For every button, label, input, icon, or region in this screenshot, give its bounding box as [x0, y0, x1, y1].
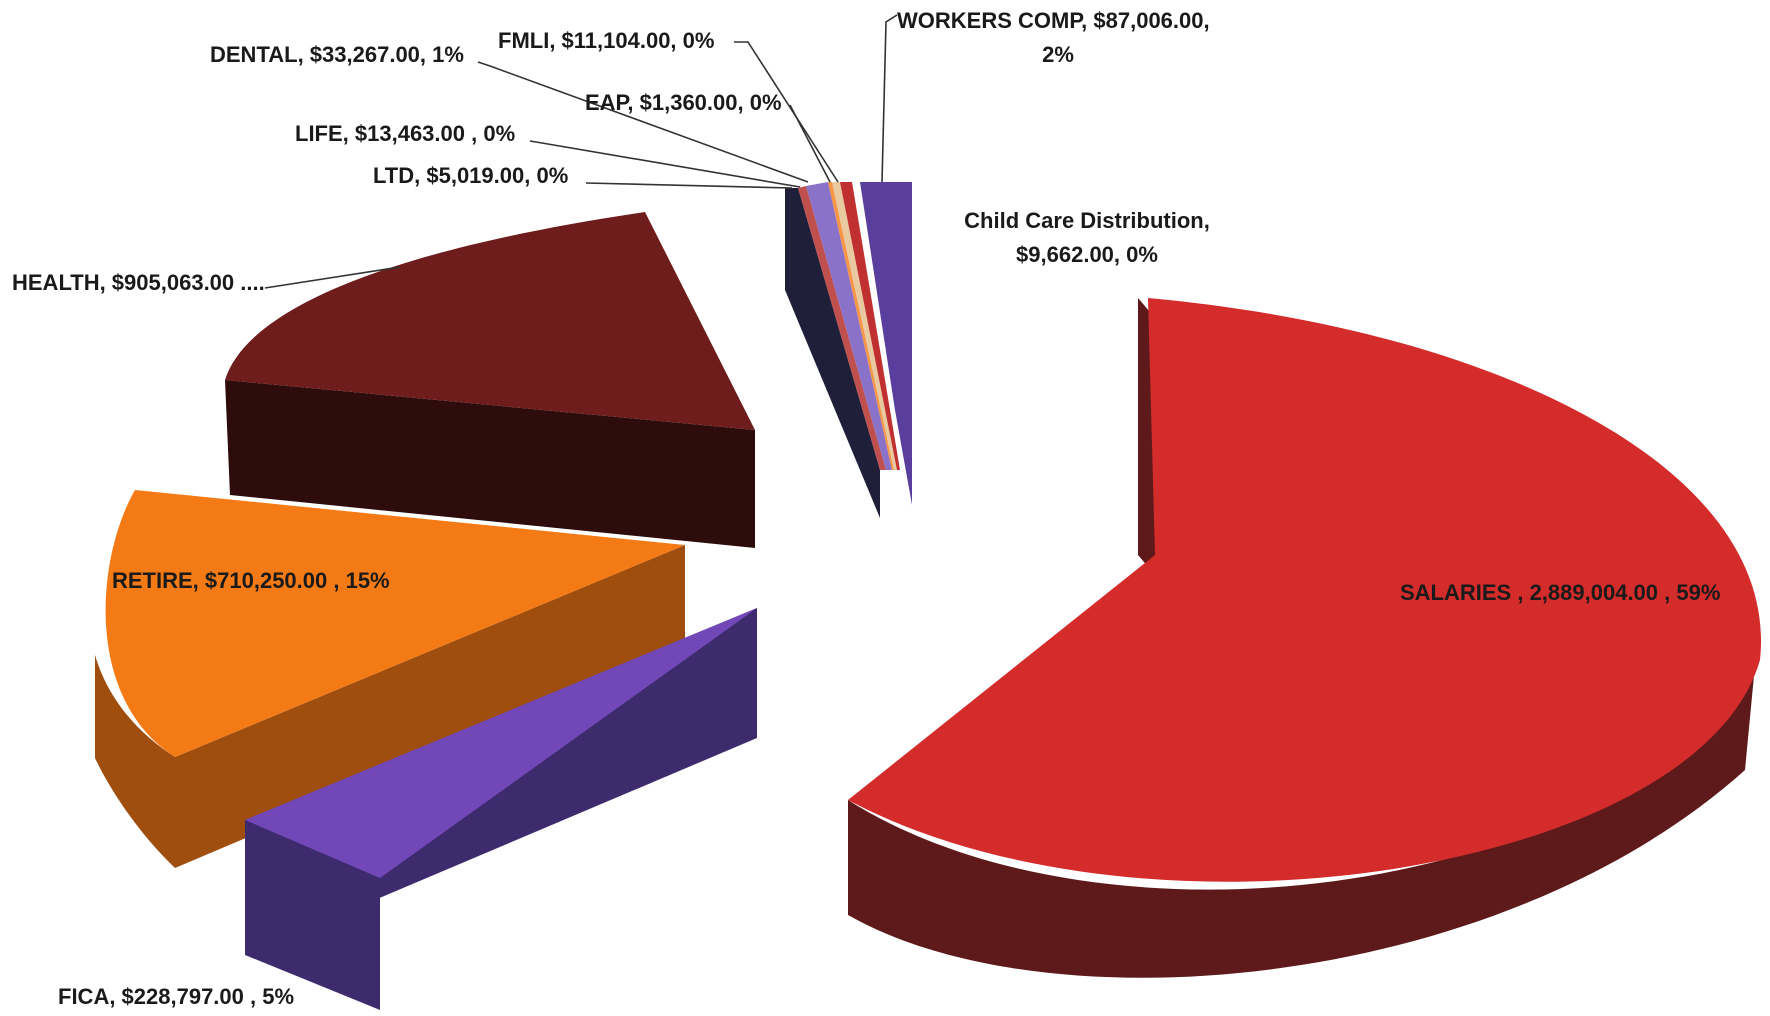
slice-workers-comp [860, 182, 912, 505]
label-dental: DENTAL, $33,267.00, 1% [210, 42, 464, 67]
data-labels: DENTAL, $33,267.00, 1% FMLI, $11,104.00,… [12, 8, 1720, 1009]
slice-retire-side [95, 655, 175, 868]
slice-dental [806, 182, 892, 470]
leader-eap [789, 104, 831, 183]
label-fica: FICA, $228,797.00 , 5% [58, 984, 294, 1009]
leader-life [529, 140, 801, 188]
slice-salaries-top [848, 298, 1762, 882]
label-health: HEALTH, $905,063.00 .... [12, 270, 265, 295]
label-ltd: LTD, $5,019.00, 0% [373, 163, 568, 188]
slice-fica-rim [245, 820, 380, 1010]
slice-salaries [848, 298, 1762, 978]
slice-fica [245, 608, 757, 1010]
slice-eap [828, 182, 894, 470]
leader-health [264, 266, 401, 289]
label-eap: EAP, $1,360.00, 0% [585, 90, 782, 115]
leader-dental [477, 61, 809, 183]
label-fmli: FMLI, $11,104.00, 0% [498, 28, 714, 53]
label-salaries: SALARIES , 2,889,004.00 , 59% [1400, 580, 1720, 605]
slice-fmli [832, 182, 897, 470]
slice-fica-top [245, 608, 757, 878]
slice-child-care [840, 182, 900, 470]
label-child-care-line2: $9,662.00, 0% [1016, 242, 1158, 267]
slice-health-top [225, 212, 755, 430]
leader-lines [264, 14, 898, 289]
slice-life [798, 186, 886, 470]
slice-retire-side2 [175, 545, 685, 868]
leader-fmli [734, 41, 839, 183]
slice-ltd [785, 188, 880, 518]
small-slices [785, 182, 912, 518]
leader-ltd [585, 182, 793, 189]
slice-retire [95, 490, 685, 868]
label-life: LIFE, $13,463.00 , 0% [295, 121, 515, 146]
label-child-care-line1: Child Care Distribution, [964, 208, 1210, 233]
slice-retire-top [105, 490, 685, 757]
label-workers-comp-line1: WORKERS COMP, $87,006.00, [897, 8, 1210, 33]
slice-salaries-rim [848, 665, 1755, 978]
leader-workers-comp [881, 14, 898, 183]
label-workers-comp-line2: 2% [1042, 42, 1074, 67]
slice-health [225, 212, 755, 548]
slice-health-side [225, 380, 755, 548]
label-retire: RETIRE, $710,250.00 , 15% [112, 568, 390, 593]
